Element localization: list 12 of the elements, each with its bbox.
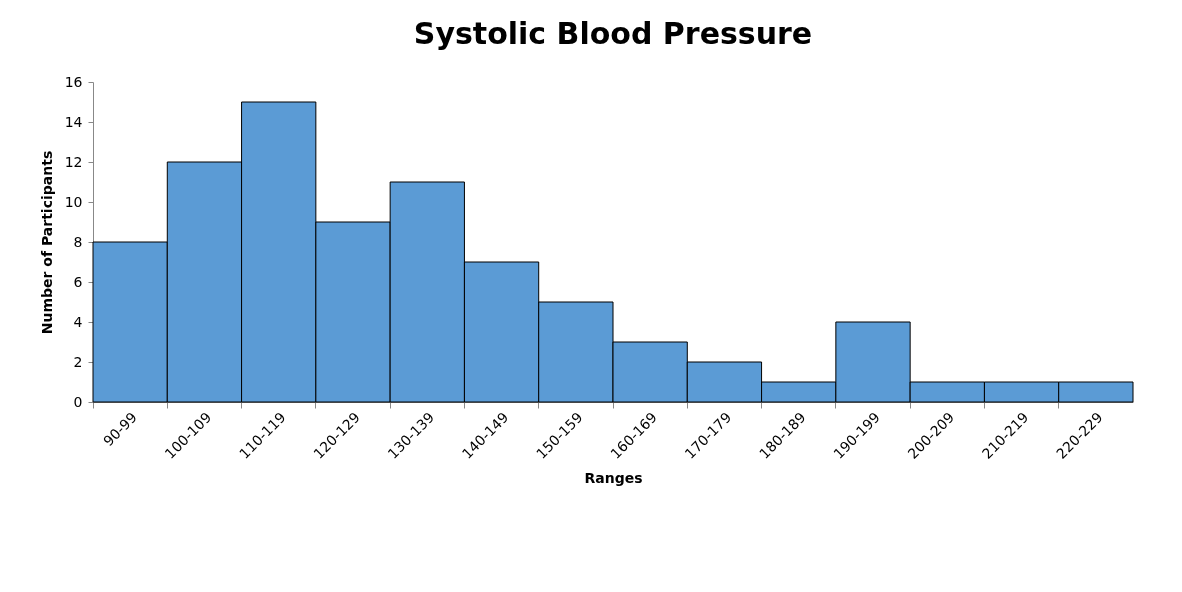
y-tick-label: 10 <box>64 193 83 210</box>
y-tick-label: 12 <box>64 153 83 170</box>
y-tick-label: 8 <box>73 233 83 250</box>
y-tick-label: 4 <box>73 313 83 330</box>
x-axis-title: Ranges <box>584 469 643 486</box>
y-tick-label: 2 <box>73 353 83 370</box>
y-axis-title: Number of Participants <box>38 150 55 335</box>
chart-title: Systolic Blood Pressure <box>413 16 813 51</box>
y-tick-label: 14 <box>64 113 83 130</box>
y-tick-label: 16 <box>64 73 83 90</box>
y-tick-label: 0 <box>73 393 83 410</box>
y-tick-label: 6 <box>73 273 83 290</box>
